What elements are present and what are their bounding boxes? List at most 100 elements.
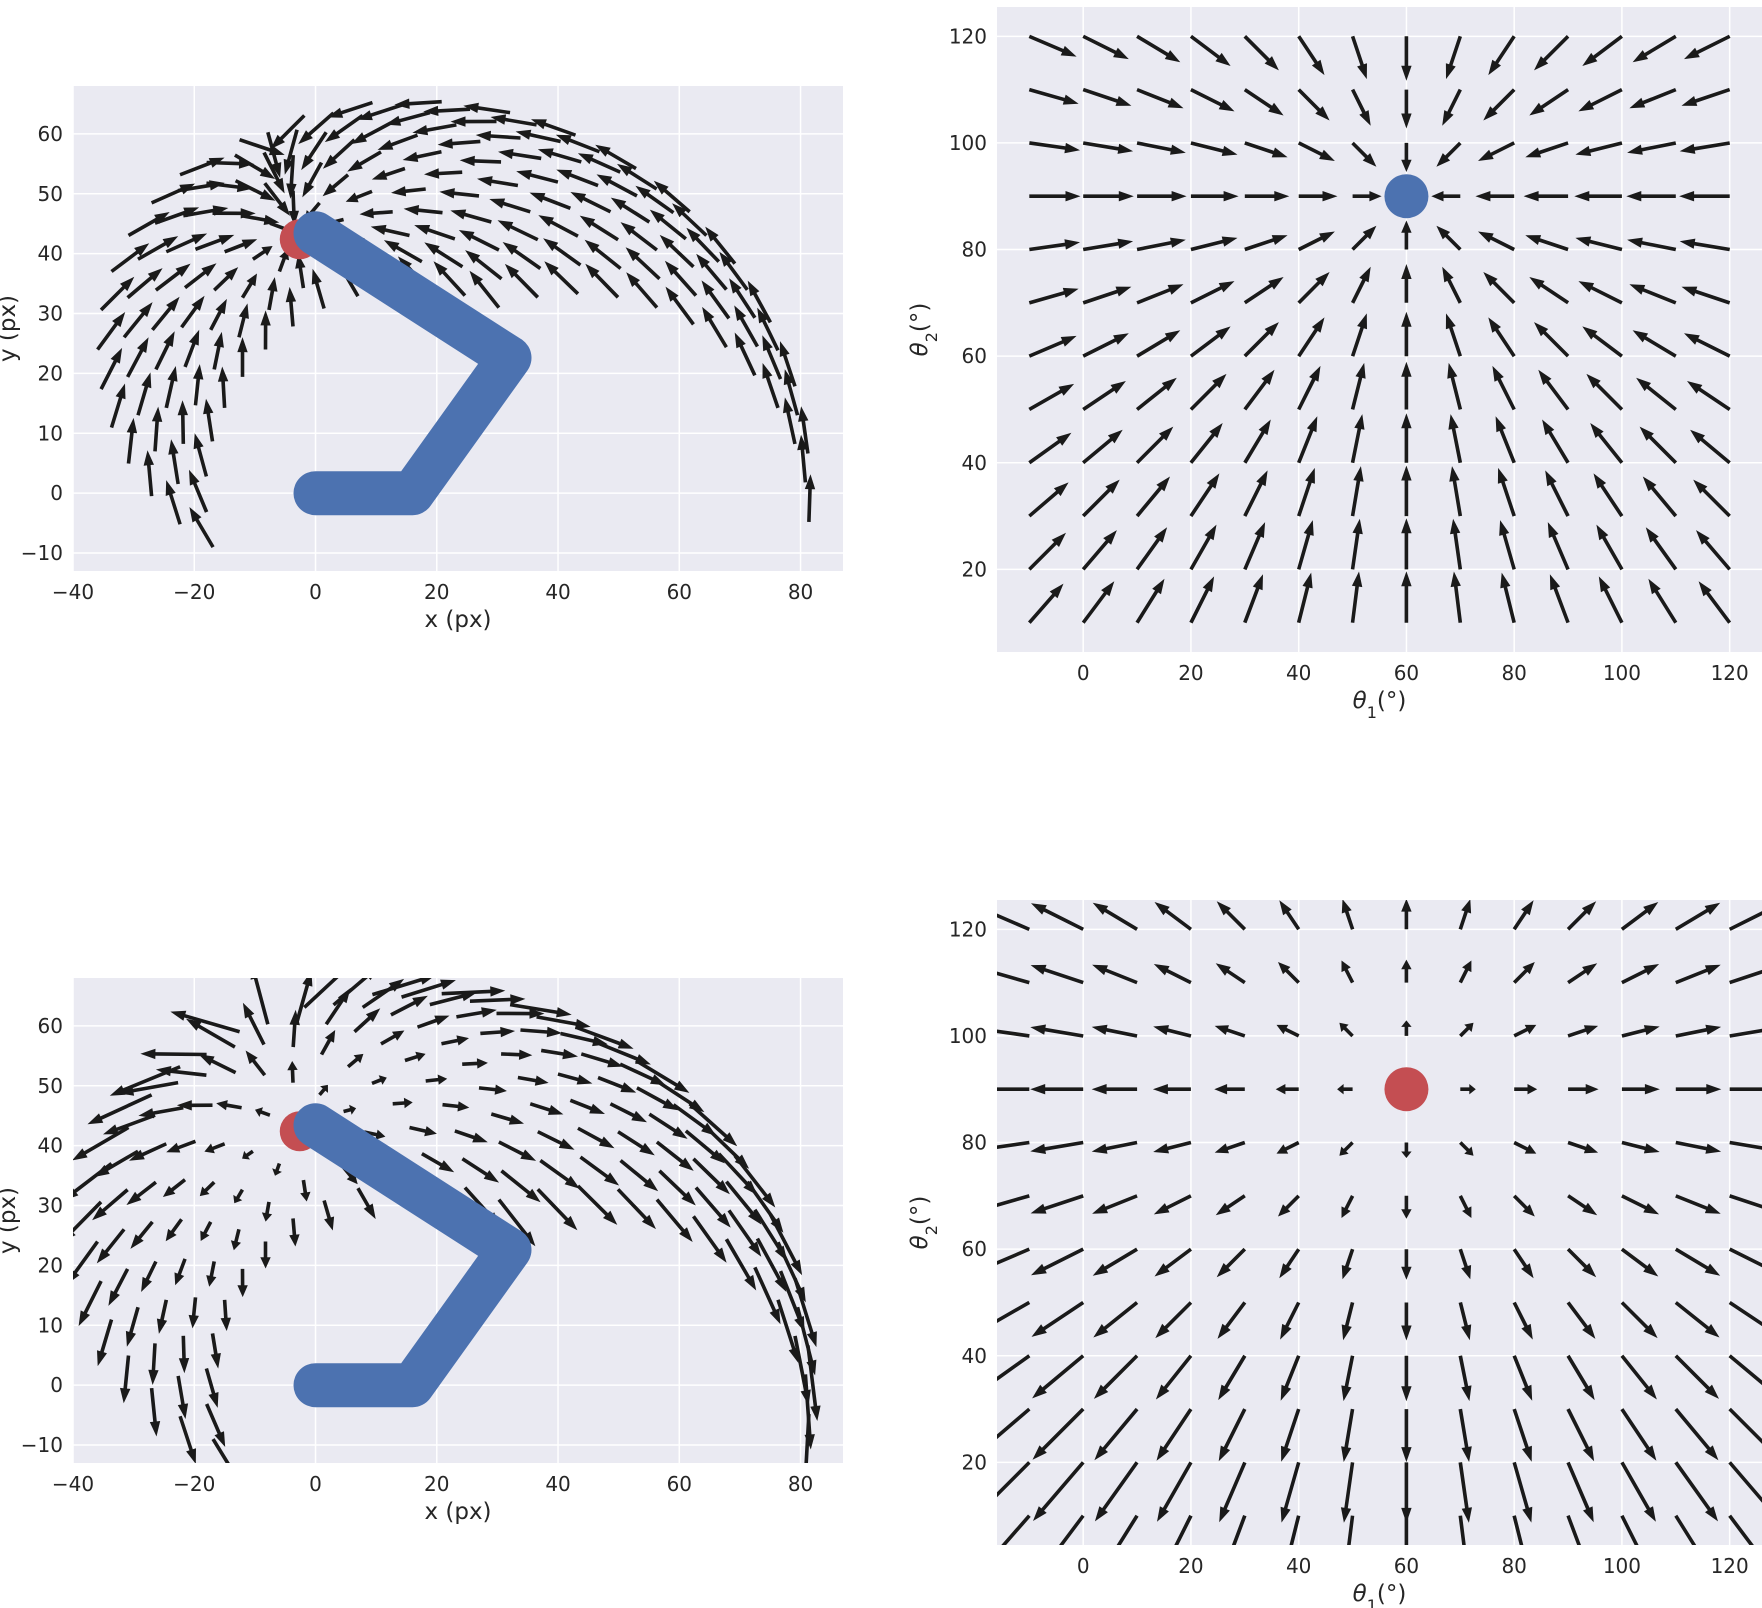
vector-arrow bbox=[1566, 1247, 1597, 1278]
vector-arrow bbox=[1458, 1408, 1472, 1462]
vector-arrow bbox=[1447, 362, 1463, 410]
vector-arrow bbox=[73, 1240, 99, 1280]
vector-arrow bbox=[385, 110, 431, 126]
vector-arrow bbox=[1534, 35, 1570, 71]
vector-arrow bbox=[194, 234, 235, 251]
vector-arrow bbox=[1458, 1462, 1472, 1523]
vector-arrow bbox=[1243, 522, 1266, 571]
vector-arrow bbox=[1598, 576, 1624, 624]
vector-arrow bbox=[421, 1152, 455, 1173]
vector-arrow bbox=[209, 298, 227, 331]
vector-arrow bbox=[186, 1018, 236, 1049]
vector-arrow bbox=[242, 1149, 254, 1160]
vector-arrow bbox=[1028, 287, 1079, 305]
vector-arrow bbox=[242, 1002, 266, 1046]
vector-arrow bbox=[240, 273, 257, 299]
vector-arrow bbox=[165, 1218, 183, 1242]
vector-arrow bbox=[1596, 524, 1624, 571]
vector-arrow bbox=[1092, 902, 1138, 931]
vector-arrow bbox=[183, 329, 200, 368]
vector-arrow bbox=[1033, 1461, 1085, 1521]
vector-arrow bbox=[1586, 373, 1624, 411]
vector-arrow bbox=[1401, 1462, 1412, 1523]
vector-arrow bbox=[164, 366, 178, 409]
vector-arrow bbox=[664, 260, 698, 297]
vector-arrow bbox=[126, 337, 149, 378]
x-tick-label: 20 bbox=[424, 1472, 449, 1496]
vector-arrow bbox=[580, 1052, 624, 1068]
vector-arrow bbox=[1567, 1140, 1599, 1154]
vector-arrow bbox=[1028, 482, 1069, 518]
y-tick-label: 0 bbox=[50, 1373, 63, 1397]
vector-arrow bbox=[1093, 1301, 1139, 1338]
vector-arrow bbox=[424, 168, 463, 179]
vector-arrow bbox=[456, 1007, 497, 1019]
vector-arrow bbox=[701, 280, 731, 320]
vector-arrow bbox=[1243, 277, 1284, 305]
vector-arrow bbox=[1214, 1140, 1246, 1154]
vector-arrow bbox=[433, 261, 467, 297]
x-tick-label: 40 bbox=[545, 580, 570, 604]
vector-arrow bbox=[1513, 1024, 1537, 1038]
vector-arrow bbox=[1135, 476, 1170, 518]
vector-arrow bbox=[96, 1228, 126, 1264]
vector-arrow bbox=[1621, 1194, 1660, 1215]
vector-arrow bbox=[1350, 518, 1363, 570]
y-axis-label: y (px) bbox=[0, 295, 21, 362]
vector-arrow bbox=[497, 1198, 536, 1247]
vector-arrow bbox=[1566, 1515, 1581, 1545]
top-right-joint-space-plot: 0 20 40 60 80 100 120 20 40 60 80 100 120 θ1(°) θ2(°) bbox=[907, 7, 1762, 722]
vector-arrow bbox=[357, 103, 403, 121]
vector-arrow bbox=[1728, 1407, 1762, 1444]
vector-arrow bbox=[672, 1103, 717, 1136]
vector-arrow bbox=[1525, 235, 1569, 252]
vector-arrow bbox=[1347, 1515, 1355, 1545]
vector-arrow bbox=[1028, 383, 1075, 411]
vector-arrow bbox=[694, 1186, 731, 1228]
vector-arrow bbox=[1478, 231, 1515, 252]
vector-arrow bbox=[1401, 518, 1412, 570]
vector-arrow bbox=[598, 1042, 651, 1065]
vector-arrow bbox=[255, 1107, 271, 1117]
vector-arrow bbox=[1620, 1408, 1657, 1461]
vector-arrow bbox=[177, 180, 225, 193]
x-tick-label: 40 bbox=[545, 1472, 570, 1496]
vector-arrow bbox=[189, 507, 215, 548]
vector-arrow bbox=[1431, 191, 1461, 202]
vector-arrow bbox=[1189, 524, 1217, 571]
vector-arrow bbox=[1529, 88, 1570, 116]
vector-arrow bbox=[1448, 414, 1463, 464]
vector-arrow bbox=[1153, 1025, 1192, 1038]
vector-arrow bbox=[301, 131, 328, 171]
vector-arrow bbox=[1281, 1408, 1301, 1462]
plot-area bbox=[1028, 34, 1732, 624]
vector-arrow bbox=[211, 1438, 230, 1463]
vector-arrow bbox=[168, 439, 180, 485]
vector-arrow bbox=[429, 991, 477, 1007]
vector-arrow bbox=[1135, 377, 1177, 411]
y-axis-label: y (px) bbox=[0, 1187, 21, 1254]
vector-arrow bbox=[537, 1130, 575, 1150]
vector-arrow bbox=[138, 1106, 184, 1119]
vector-arrow bbox=[1639, 426, 1678, 464]
vector-arrow bbox=[1092, 1194, 1138, 1214]
vector-arrow bbox=[286, 155, 297, 199]
vector-arrow bbox=[203, 398, 215, 442]
goal-marker bbox=[1384, 174, 1429, 219]
vector-arrow bbox=[149, 1388, 161, 1437]
vector-arrow bbox=[351, 121, 392, 144]
vector-arrow bbox=[469, 270, 501, 309]
vector-arrow bbox=[997, 1407, 1031, 1440]
vector-arrow bbox=[997, 1194, 1030, 1207]
vector-arrow bbox=[1684, 34, 1731, 60]
vector-arrow bbox=[635, 1059, 690, 1093]
vector-arrow bbox=[610, 197, 651, 224]
x-tick-label: 40 bbox=[1286, 1554, 1311, 1578]
vector-arrow bbox=[1675, 964, 1721, 985]
vector-arrow bbox=[719, 251, 749, 291]
vector-arrow bbox=[724, 1238, 757, 1291]
vector-arrow bbox=[529, 1102, 564, 1115]
vector-arrow bbox=[797, 434, 808, 483]
vector-arrow bbox=[1582, 326, 1623, 358]
vector-arrow bbox=[1244, 141, 1288, 158]
